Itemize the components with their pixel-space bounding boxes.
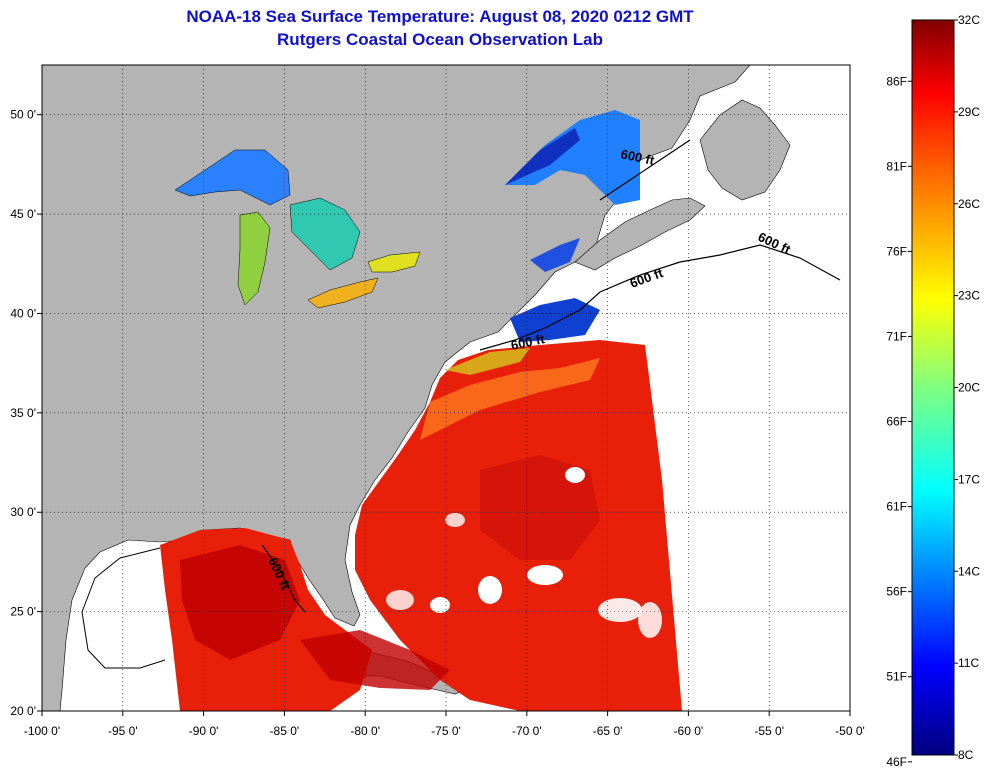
colorbar-label-fahrenheit: 71F — [886, 329, 907, 343]
axis-ticks: -100 0' -95 0' -90 0' -85 0' -80 0' -75 0' -70… — [10, 108, 864, 738]
colorbar-label-celsius: 14C — [958, 564, 980, 578]
cloud-patch-8 — [445, 513, 465, 527]
map-title: NOAA-18 Sea Surface Temperature: August … — [186, 7, 694, 26]
x-tick-label: -55 0' — [754, 724, 784, 738]
colorbar-label-fahrenheit: 76F — [886, 244, 907, 258]
colorbar-label-celsius: 26C — [958, 197, 980, 211]
contour-600ft — [479, 244, 841, 351]
colorbar-label-celsius: 11C — [958, 656, 979, 670]
contour-label-1: 600 ft — [619, 146, 656, 168]
colorbar-label-fahrenheit: 56F — [886, 585, 907, 599]
colorbar-label-celsius: 20C — [958, 381, 980, 395]
contour-600ft-north — [599, 139, 691, 201]
x-tick-label: -90 0' — [189, 724, 219, 738]
colorbar-label-fahrenheit: 66F — [886, 415, 907, 429]
colorbar — [911, 19, 955, 756]
y-tick-label: 20 0' — [10, 704, 36, 718]
cloud-patch-7 — [386, 590, 414, 610]
cloud-patch-6 — [638, 602, 662, 638]
sst-hot-core-1 — [180, 545, 300, 660]
colorbar-labels: 32C 29C 26C 23C 20C 17C 14C 11C 8C 86F 81F 76F 71F 66… — [886, 13, 980, 769]
x-tick-label: -85 0' — [270, 724, 300, 738]
grid-lines — [42, 65, 850, 711]
y-tick-label: 40 0' — [10, 306, 36, 320]
x-tick-label: -75 0' — [431, 724, 461, 738]
cloud-patch-3 — [565, 467, 585, 483]
colorbar-label-fahrenheit: 61F — [886, 500, 907, 514]
lake-erie — [307, 277, 379, 309]
cloud-patch-4 — [430, 597, 450, 613]
x-tick-label: -65 0' — [593, 724, 623, 738]
land-newfoundland — [699, 99, 791, 201]
colorbar-label-celsius: 23C — [958, 289, 980, 303]
land-north-america — [42, 65, 751, 711]
sst-hot-core-2 — [300, 630, 450, 690]
x-tick-label: -70 0' — [512, 724, 542, 738]
contour-label-4: 600 ft — [510, 331, 547, 353]
cloud-patch-1 — [527, 565, 563, 585]
y-tick-label: 50 0' — [10, 108, 36, 122]
x-tick-label: -100 0' — [24, 724, 60, 738]
gulf-shelf-outline — [81, 547, 166, 669]
sst-cold-scotian — [530, 238, 580, 272]
sst-st-lawrence-cold — [505, 128, 580, 185]
y-tick-label: 25 0' — [10, 605, 36, 619]
y-tick-label: 35 0' — [10, 406, 36, 420]
colorbar-label-fahrenheit: 86F — [886, 74, 907, 88]
colorbar-label-celsius: 17C — [958, 472, 980, 486]
sst-coastal-fringe — [420, 358, 600, 440]
y-tick-label: 45 0' — [10, 207, 36, 221]
contour-600ft-gulf — [261, 544, 306, 613]
x-tick-label: -95 0' — [108, 724, 138, 738]
x-tick-label: -50 0' — [835, 724, 865, 738]
colorbar-label-fahrenheit: 81F — [886, 159, 907, 173]
colorbar-label-fahrenheit: 46F — [886, 755, 907, 769]
sst-coastal-yellow — [445, 348, 530, 375]
colorbar-label-celsius: 32C — [958, 13, 980, 27]
lake-ontario — [367, 251, 421, 273]
cloud-patch-5 — [598, 598, 642, 622]
colorbar-label-celsius: 29C — [958, 105, 980, 119]
colorbar-label-celsius: 8C — [958, 748, 974, 762]
lake-superior — [174, 149, 291, 206]
land-maritimes — [574, 197, 706, 271]
colorbar-label-fahrenheit: 51F — [886, 670, 907, 684]
x-tick-label: -80 0' — [350, 724, 380, 738]
y-tick-label: 30 0' — [10, 505, 36, 519]
cloud-patch-2 — [478, 576, 502, 604]
sst-st-lawrence — [505, 110, 640, 205]
x-tick-label: -60 0' — [674, 724, 704, 738]
lake-michigan — [237, 211, 271, 306]
sst-cold-gulf-maine — [510, 298, 600, 342]
lake-huron — [289, 197, 361, 271]
map-subtitle: Rutgers Coastal Ocean Observation Lab — [277, 30, 603, 49]
